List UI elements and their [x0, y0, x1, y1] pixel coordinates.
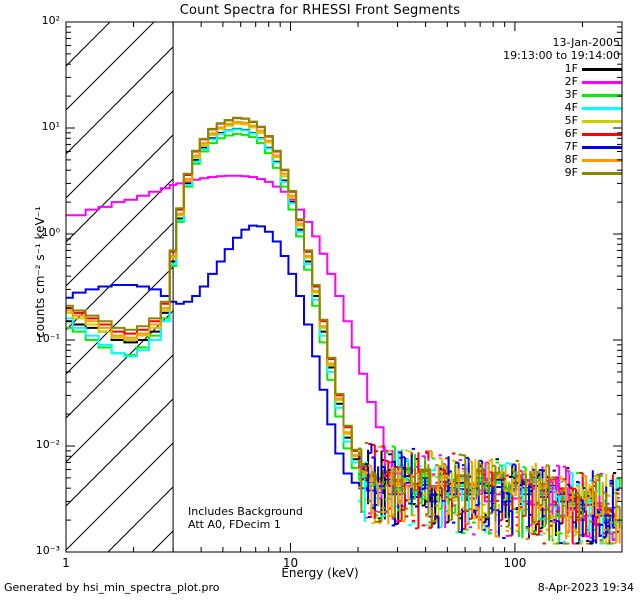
y-tick-label: 10⁻³: [35, 544, 60, 557]
footer-timestamp: 8-Apr-2023 19:34: [537, 581, 634, 594]
y-tick-label: 10²: [41, 14, 60, 27]
y-tick-label: 10⁰: [41, 226, 60, 239]
legend-color-swatch: [582, 172, 622, 175]
legend-item-8f[interactable]: 8F: [530, 153, 622, 167]
legend-label: 4F: [564, 101, 578, 114]
legend-color-swatch: [582, 107, 622, 110]
x-axis-label: Energy (keV): [281, 566, 359, 580]
y-tick-label: 10¹: [41, 120, 60, 133]
annotation-line-1: Includes Background: [188, 505, 303, 518]
legend-item-4f[interactable]: 4F: [530, 101, 622, 115]
legend-item-7f[interactable]: 7F: [530, 140, 622, 154]
legend-item-3f[interactable]: 3F: [530, 88, 622, 102]
chart-title: Count Spectra for RHESSI Front Segments: [179, 3, 461, 18]
legend-item-5f[interactable]: 5F: [530, 114, 622, 128]
x-tick-label: 100: [503, 556, 527, 570]
legend-color-swatch: [582, 146, 622, 149]
legend-label: 5F: [564, 114, 578, 127]
legend-item-6f[interactable]: 6F: [530, 127, 622, 141]
observation-time-range: 19:13:00 to 19:14:00: [503, 49, 620, 62]
legend-color-swatch: [582, 133, 622, 136]
y-axis-label: counts cm⁻² s⁻¹ keV⁻¹: [33, 206, 47, 338]
y-tick-label: 10⁻²: [35, 438, 60, 451]
legend-label: 9F: [564, 166, 578, 179]
x-tick-label: 10: [282, 556, 299, 570]
legend-color-swatch: [582, 94, 622, 97]
legend-label: 7F: [564, 140, 578, 153]
y-tick-label: 10⁻¹: [35, 332, 60, 345]
legend-item-1f[interactable]: 1F: [530, 62, 622, 76]
legend-label: 2F: [564, 75, 578, 88]
legend-label: 6F: [564, 127, 578, 140]
observation-date: 13-Jan-2005: [552, 36, 621, 49]
legend-label: 1F: [564, 62, 578, 75]
legend-item-9f[interactable]: 9F: [530, 166, 622, 180]
legend-label: 3F: [564, 88, 578, 101]
legend-item-2f[interactable]: 2F: [530, 75, 622, 89]
annotation-line-2: Att A0, FDecim 1: [188, 518, 281, 531]
plot-annotation: Includes Background Att A0, FDecim 1: [188, 505, 303, 531]
x-tick-label: 1: [62, 556, 70, 570]
legend-color-swatch: [582, 81, 622, 84]
legend-color-swatch: [582, 120, 622, 123]
legend-color-swatch: [582, 68, 622, 71]
footer-generator: Generated by hsi_min_spectra_plot.pro: [4, 581, 220, 594]
legend-color-swatch: [582, 159, 622, 162]
legend-label: 8F: [564, 153, 578, 166]
